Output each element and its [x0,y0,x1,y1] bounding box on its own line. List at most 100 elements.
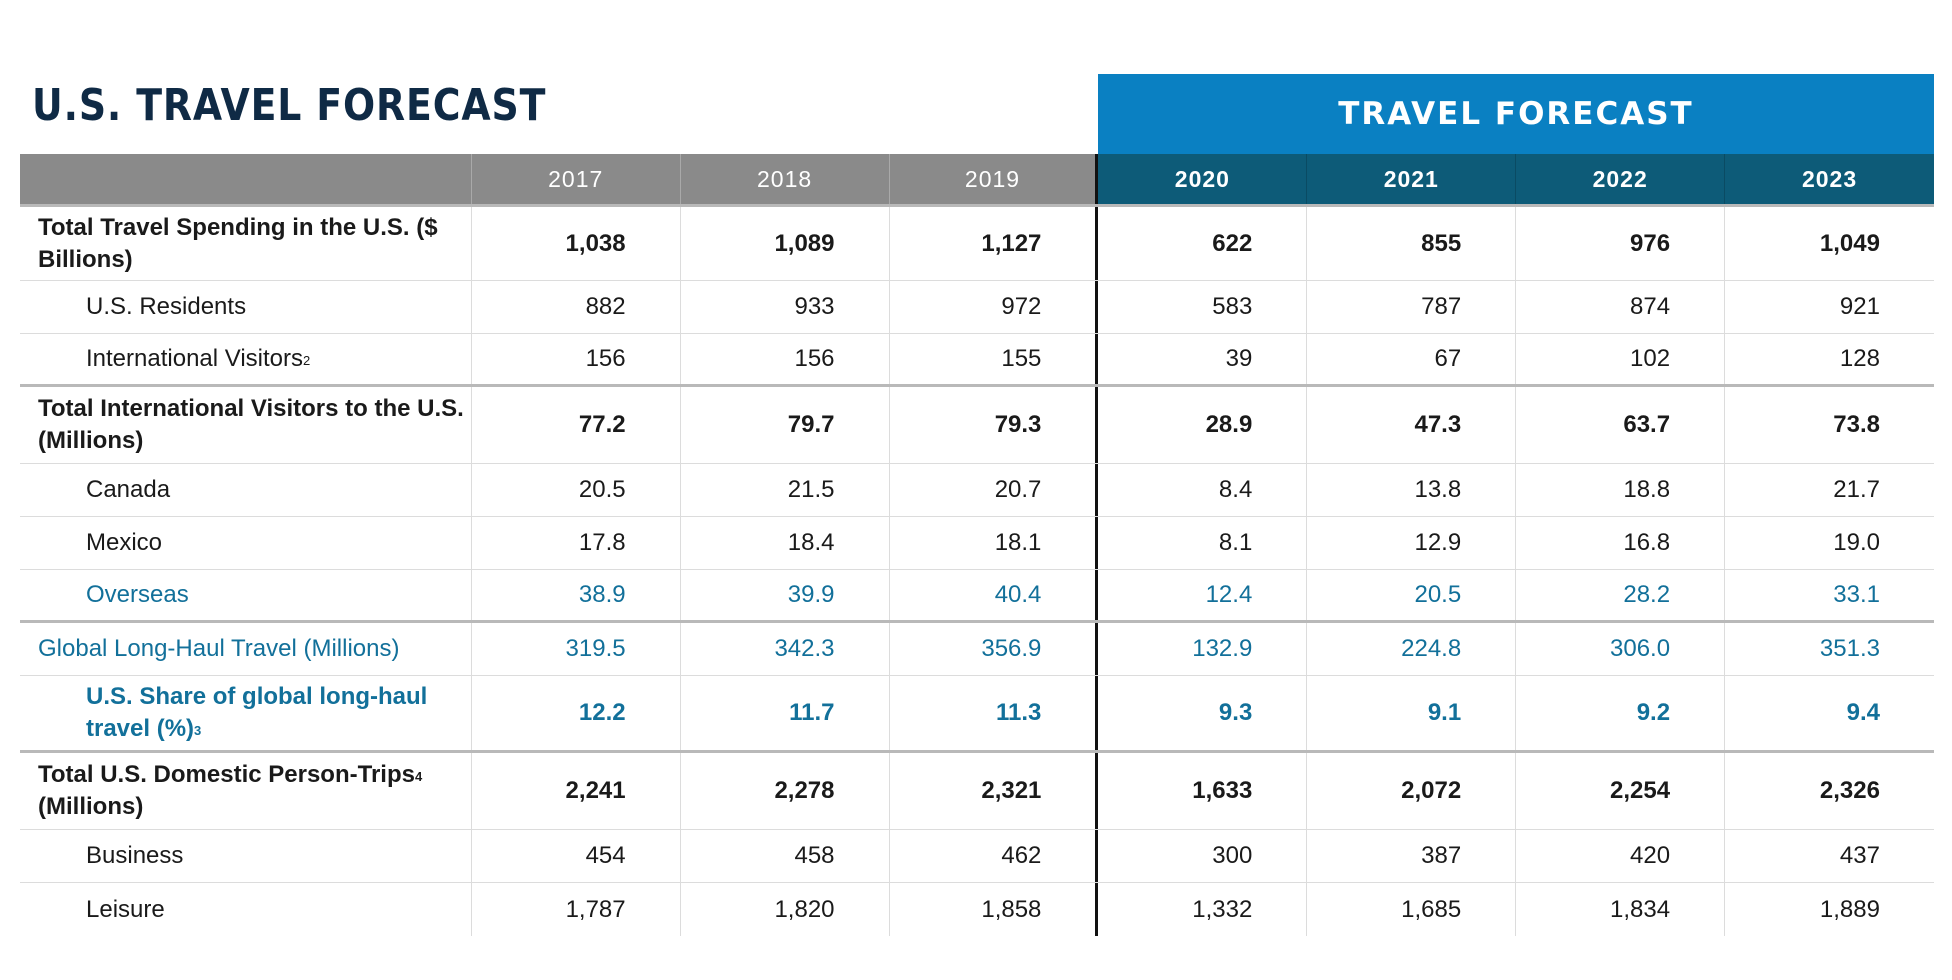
cell: 1,633 [1098,753,1308,829]
cell: 1,049 [1819,229,1880,257]
year-header: 2019 [889,154,1099,204]
cell: 21.7 [1833,476,1880,503]
cell: 102 [1516,334,1726,384]
cell: 306.0 [1516,623,1726,675]
cell: 583 [1098,281,1308,333]
cell: 300 [1098,830,1308,882]
header-label-cell [20,154,472,204]
cell: 12.9 [1307,517,1517,569]
cell: 9.1 [1307,676,1517,750]
table-row: Global Long-Haul Travel (Millions) 319.5… [20,623,1934,676]
cell: 47.3 [1307,387,1517,463]
cell: 128 [1839,345,1880,372]
cell: 2,278 [681,753,890,829]
table-row: Total International Visitors to the U.S.… [20,387,1934,464]
forecast-table: Total Travel Spending in the U.S. ($ Bil… [20,204,1934,936]
cell: 2,072 [1307,753,1517,829]
cell: 933 [681,281,890,333]
table-row: U.S. Share of global long-haul travel (%… [20,676,1934,753]
cell: 155 [890,334,1099,384]
year-header: 2017 [471,154,681,204]
row-label: U.S. Residents [20,281,472,333]
cell: 39.9 [681,570,890,620]
cell: 156 [472,334,681,384]
row-label: U.S. Share of global long-haul travel (%… [20,676,472,750]
table-row: Leisure 1,787 1,820 1,858 1,332 1,685 1,… [20,883,1934,936]
table-row: Total Travel Spending in the U.S. ($ Bil… [20,204,1934,281]
year-header: 2021 [1307,154,1517,204]
row-label: Leisure [20,883,472,936]
footnote-marker: 2 [303,353,311,368]
row-label-text: International Visitors [86,345,304,372]
table-row: Business 454 458 462 300 387 420 437 [20,830,1934,883]
cell: 2,241 [472,753,681,829]
cell: 2,321 [890,753,1099,829]
cell: 976 [1516,207,1726,280]
row-label: Total U.S. Domestic Person-Trips4 (Milli… [20,753,472,829]
table-row: Total U.S. Domestic Person-Trips4 (Milli… [20,753,1934,830]
cell: 921 [1839,293,1880,320]
row-label-unit: (Millions) [38,793,144,820]
table-row: Overseas 38.9 39.9 40.4 12.4 20.5 28.2 3… [20,570,1934,623]
cell: 420 [1516,830,1726,882]
year-header: 2020 [1098,154,1308,204]
table-row: U.S. Residents 882 933 972 583 787 874 9… [20,281,1934,334]
cell: 73.8 [1833,411,1880,438]
cell: 2,254 [1516,753,1726,829]
row-label-text: U.S. Share of global long-haul travel (%… [86,681,471,745]
cell: 12.2 [472,676,681,750]
cell: 342.3 [681,623,890,675]
cell: 855 [1307,207,1517,280]
row-label: Global Long-Haul Travel (Millions) [20,623,472,675]
row-label: Canada [20,464,472,516]
cell: 1,685 [1307,883,1517,936]
cell: 38.9 [472,570,681,620]
cell: 1,858 [890,883,1099,936]
row-label: Mexico [20,517,472,569]
row-label-main: Total U.S. Domestic Person-Trips [38,761,415,788]
cell: 21.5 [681,464,890,516]
cell: 1,127 [890,207,1099,280]
cell: 9.2 [1516,676,1726,750]
year-header: 2022 [1516,154,1726,204]
cell: 1,332 [1098,883,1308,936]
cell: 874 [1516,281,1726,333]
cell: 40.4 [890,570,1099,620]
cell: 8.4 [1098,464,1308,516]
cell: 33.1 [1833,581,1880,608]
cell: 28.2 [1516,570,1726,620]
cell: 79.7 [681,387,890,463]
cell: 18.8 [1516,464,1726,516]
cell: 132.9 [1098,623,1308,675]
row-label-main: U.S. Share of global long-haul travel (%… [86,683,428,742]
cell: 18.4 [681,517,890,569]
table-row: Canada 20.5 21.5 20.7 8.4 13.8 18.8 21.7 [20,464,1934,517]
row-label: Total International Visitors to the U.S.… [20,387,472,463]
table-row: Mexico 17.8 18.4 18.1 8.1 12.9 16.8 19.0 [20,517,1934,570]
cell: 8.1 [1098,517,1308,569]
table-row: International Visitors 2 156 156 155 39 6… [20,334,1934,387]
cell: 1,787 [472,883,681,936]
cell: 18.1 [890,517,1099,569]
year-header: 2023 [1725,154,1934,204]
cell: 356.9 [890,623,1099,675]
cell: 1,820 [681,883,890,936]
cell: 20.7 [890,464,1099,516]
cell: 63.7 [1516,387,1726,463]
row-label: Total Travel Spending in the U.S. ($ Bil… [20,207,472,280]
cell: 1,889 [1819,895,1880,923]
cell: 156 [681,334,890,384]
row-label-text: Total U.S. Domestic Person-Trips4 (Milli… [38,759,471,823]
cell: 79.3 [890,387,1099,463]
row-label: Overseas [20,570,472,620]
cell: 13.8 [1307,464,1517,516]
cell: 77.2 [472,387,681,463]
cell: 9.4 [1846,699,1880,726]
row-label: Business [20,830,472,882]
cell: 11.3 [890,676,1099,750]
cell: 319.5 [472,623,681,675]
cell: 20.5 [472,464,681,516]
cell: 351.3 [1819,635,1880,662]
forecast-banner: TRAVEL FORECAST [1098,74,1934,154]
cell: 9.3 [1098,676,1308,750]
